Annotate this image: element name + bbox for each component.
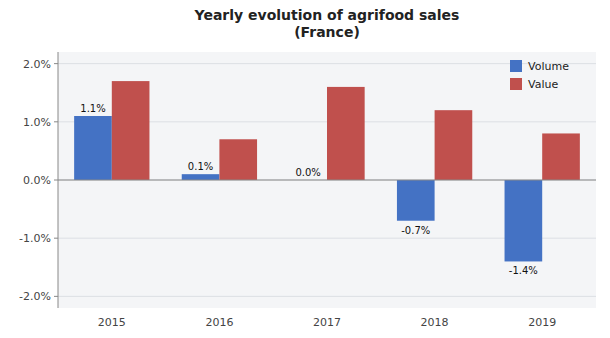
bar	[542, 133, 580, 180]
bar	[327, 87, 365, 180]
data-label: 1.1%	[80, 103, 105, 114]
legend: Volume Value	[510, 60, 569, 91]
data-label: -1.4%	[509, 265, 538, 276]
y-tick-label: 2.0%	[23, 58, 51, 71]
y-tick	[54, 296, 58, 297]
y-tick	[54, 121, 58, 122]
bar	[505, 180, 543, 261]
data-labels: 1.1% 0.1% 0.0% -0.7% -1.4%	[80, 103, 538, 276]
bar	[112, 81, 150, 180]
y-tick	[54, 63, 58, 64]
legend-swatch	[510, 78, 522, 90]
x-tick-label: 2015	[98, 316, 126, 329]
title-line: (France)	[294, 24, 360, 40]
plot-background	[58, 52, 596, 308]
data-label: -0.7%	[401, 225, 430, 236]
bar	[397, 180, 435, 221]
bar	[435, 110, 473, 180]
bar	[182, 174, 220, 180]
data-label: 0.0%	[295, 167, 320, 178]
x-tick-label: 2019	[528, 316, 556, 329]
y-tick-label: 0.0%	[23, 174, 51, 187]
chart-container: Yearly evolution of agrifood sales(Franc…	[0, 0, 610, 338]
bars	[74, 81, 580, 261]
zero-line	[58, 180, 596, 181]
grid	[58, 64, 596, 297]
y-tick-label: -1.0%	[19, 232, 51, 245]
legend-swatch	[510, 60, 522, 72]
bar	[74, 116, 112, 180]
bar	[219, 139, 257, 180]
legend-label: Volume	[528, 60, 569, 73]
y-tick	[54, 238, 58, 239]
grid-line	[58, 296, 596, 297]
title-line: Yearly evolution of agrifood sales	[194, 7, 460, 23]
y-tick	[54, 180, 58, 181]
x-tick-label: 2016	[205, 316, 233, 329]
grid-line	[58, 180, 596, 181]
data-label: 0.1%	[188, 161, 213, 172]
y-tick-label: -2.0%	[19, 290, 51, 303]
legend-label: Value	[528, 78, 558, 91]
title: Yearly evolution of agrifood sales(Franc…	[194, 7, 460, 40]
x-tick-label: 2017	[313, 316, 341, 329]
chart-svg: Yearly evolution of agrifood sales(Franc…	[0, 0, 610, 338]
y-tick-label: 1.0%	[23, 116, 51, 129]
x-tick-label: 2018	[421, 316, 449, 329]
